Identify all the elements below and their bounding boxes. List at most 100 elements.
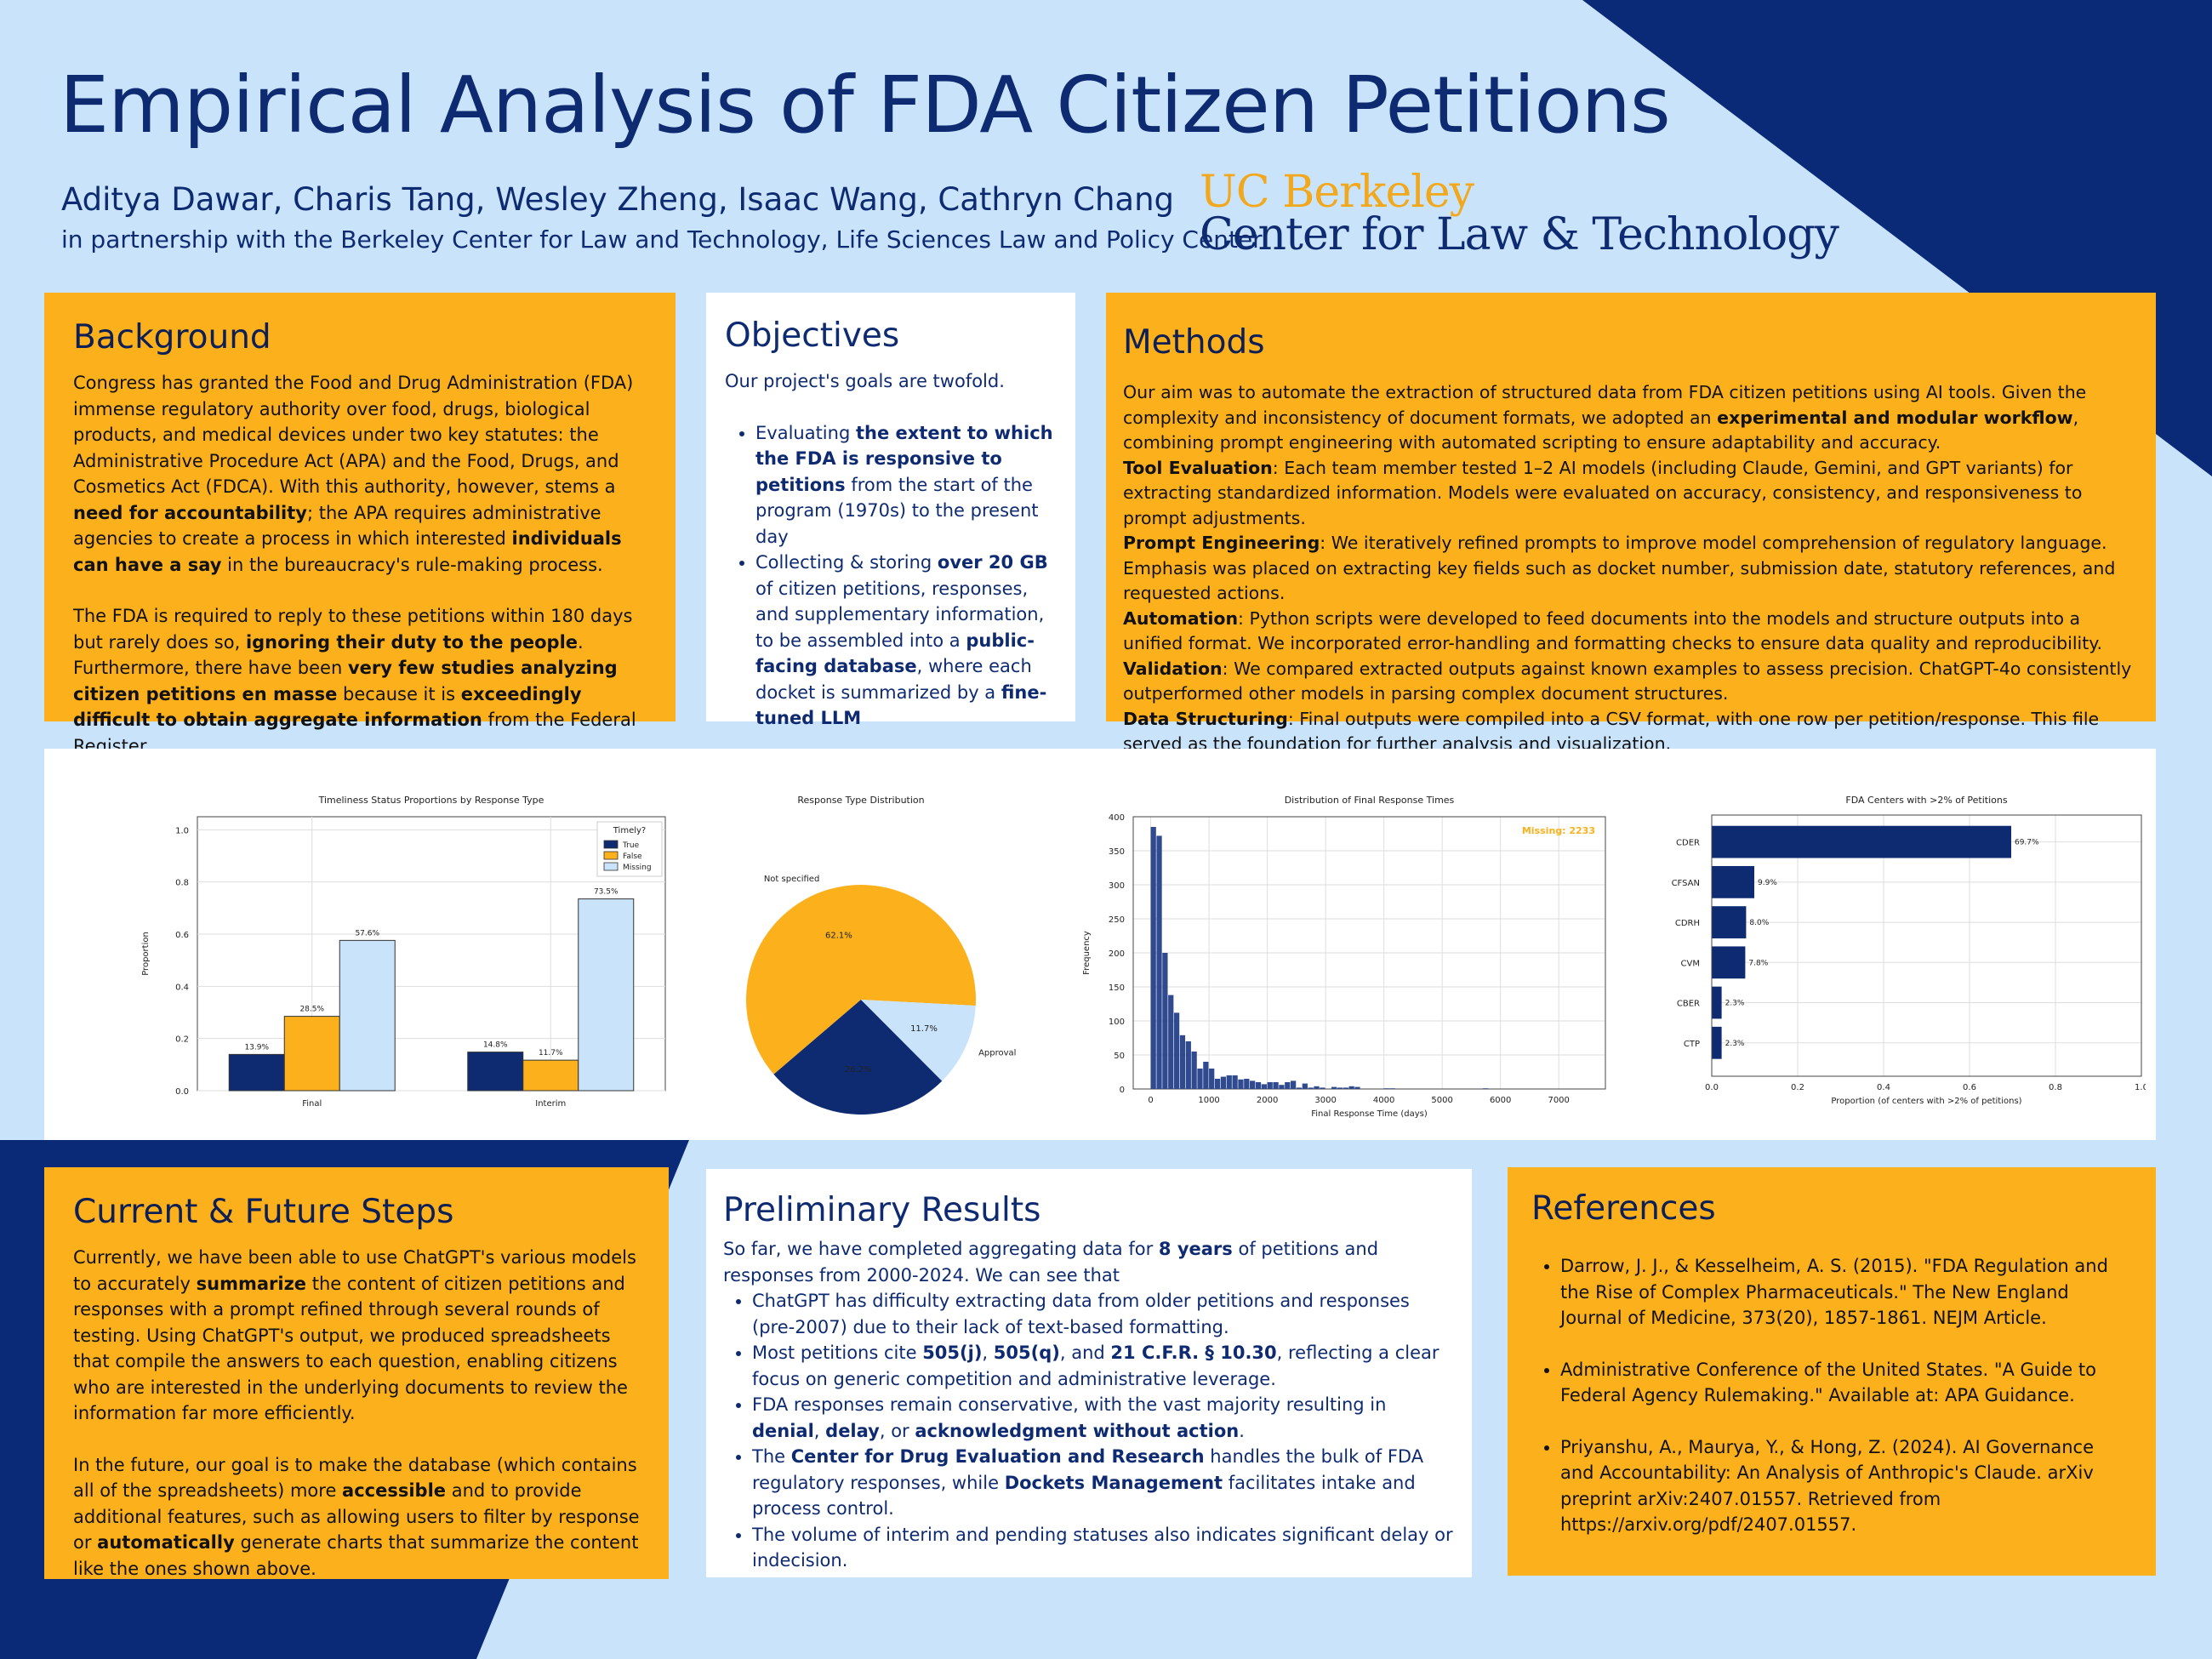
histogram-bar <box>1191 1052 1197 1089</box>
histogram-bar <box>1150 827 1156 1089</box>
methods-paragraph: Automation: Python scripts were develope… <box>1123 607 2103 654</box>
objectives-heading: Objectives <box>725 316 900 355</box>
bar <box>283 1016 340 1092</box>
y-tick-label: CDRH <box>1675 919 1700 928</box>
x-tick-label: 0.2 <box>1791 1083 1804 1092</box>
legend-swatch <box>603 851 619 860</box>
bar-value-label: 9.9% <box>1758 879 1777 887</box>
result-item: ChatGPT has difficulty extracting data f… <box>752 1288 1455 1340</box>
bar-value-label: 28.5% <box>299 1006 324 1014</box>
chart-strip: Timeliness Status Proportions by Respons… <box>44 749 2156 1140</box>
reference-item: Darrow, J. J., & Kesselheim, A. S. (2015… <box>1560 1253 2132 1331</box>
pie-pct-label: 62.1% <box>825 931 852 940</box>
response-type-pie: Response Type Distribution 62.1% Not speci… <box>746 795 1016 1115</box>
pie-pct-label: 11.7% <box>910 1024 938 1034</box>
references-heading: References <box>1531 1189 1716 1228</box>
pie-category-label: Approval <box>978 1049 1016 1058</box>
x-tick-label: 0.4 <box>1877 1083 1890 1092</box>
y-tick-label: 400 <box>1109 813 1125 823</box>
x-axis-label: Final Response Time (days) <box>1311 1109 1428 1119</box>
y-tick-label: 100 <box>1109 1018 1125 1027</box>
bar-value-label: 2.3% <box>1725 1040 1745 1048</box>
histogram-bar <box>1185 1041 1191 1089</box>
histogram-bar <box>1214 1079 1221 1089</box>
methods-paragraph: Tool Evaluation: Each team member tested… <box>1123 457 2083 528</box>
x-tick-label: 3000 <box>1314 1096 1336 1105</box>
berkeley-logo-line1: UC Berkeley <box>1200 167 1474 218</box>
histogram-bar <box>1250 1080 1256 1089</box>
result-item: The volume of interim and pending status… <box>752 1522 1455 1574</box>
result-item: Most petitions cite 505(j), 505(q), and … <box>752 1340 1455 1392</box>
author-list: Aditya Dawar, Charis Tang, Wesley Zheng,… <box>61 181 1175 218</box>
pie-pct-label: 26.2% <box>845 1065 872 1075</box>
histogram-bar <box>1238 1079 1244 1089</box>
bar-value-label: 11.7% <box>539 1049 563 1058</box>
x-tick-label: 0.0 <box>1705 1083 1719 1092</box>
background-panel: Background Congress has granted the Food… <box>44 293 676 756</box>
results-panel: Preliminary Results So far, we have comp… <box>706 1169 1472 1577</box>
histogram-bar <box>1354 1086 1360 1089</box>
plot-frame <box>1132 816 1606 1090</box>
legend-swatch <box>603 840 619 849</box>
response-time-histogram: Distribution of Final Response Times 0 50 1… <box>1082 795 1606 1119</box>
bar <box>1712 1026 1722 1059</box>
references-panel: References Darrow, J. J., & Kesselheim, … <box>1508 1167 2156 1576</box>
y-tick-label: 1.0 <box>175 826 189 835</box>
x-tick-label: 7000 <box>1548 1096 1569 1105</box>
histogram-bar <box>1197 1069 1203 1089</box>
bar <box>1712 986 1722 1019</box>
histogram-bar <box>1203 1062 1209 1089</box>
x-tick-label: Final <box>302 1099 322 1109</box>
bar <box>1712 825 2011 858</box>
timeliness-chart: Timeliness Status Proportions by Respons… <box>141 795 666 1109</box>
histogram-bar <box>1232 1075 1238 1089</box>
histogram-bar <box>1220 1076 1227 1089</box>
histogram-bar <box>1308 1087 1314 1089</box>
histogram-bar <box>1162 953 1168 1089</box>
x-tick-label: 2000 <box>1257 1096 1278 1105</box>
objectives-list: Evaluating the extent to which the FDA i… <box>725 420 1057 732</box>
histogram-bar <box>1179 1035 1186 1089</box>
y-tick-label: 250 <box>1109 915 1125 925</box>
reference-link[interactable]: https://arxiv.org/pdf/2407.01557 <box>1560 1514 1851 1535</box>
methods-paragraph: Validation: We compared extracted output… <box>1123 658 2132 704</box>
objectives-panel: Objectives Our project's goals are twofo… <box>706 293 1075 728</box>
chart-title: Distribution of Final Response Times <box>1285 795 1455 806</box>
y-tick-label: CFSAN <box>1672 879 1700 888</box>
histogram-bar <box>1273 1082 1279 1089</box>
plot-frame <box>1711 814 2142 1077</box>
methods-paragraph: Our aim was to automate the extraction o… <box>1123 382 2087 453</box>
missing-annotation: Missing: 2233 <box>1522 825 1595 836</box>
histogram-bar <box>1343 1087 1348 1089</box>
y-axis-label: Proportion <box>141 932 151 976</box>
legend-label: Missing <box>623 864 652 872</box>
bar <box>467 1052 524 1092</box>
chart-title: FDA Centers with >2% of Petitions <box>1845 795 2007 806</box>
bar <box>1712 865 1754 898</box>
partnership-line: in partnership with the Berkeley Center … <box>61 225 1263 254</box>
reference-item: Administrative Conference of the United … <box>1560 1357 2132 1409</box>
histogram-bar <box>1156 835 1162 1089</box>
x-tick-label: Interim <box>535 1099 566 1109</box>
histogram-bar <box>1267 1082 1273 1089</box>
background-paragraph-2: The FDA is required to reply to these pe… <box>73 606 636 756</box>
bar <box>522 1059 579 1092</box>
histogram-bar <box>1244 1079 1250 1089</box>
y-tick-label: 0.4 <box>175 983 189 992</box>
references-list: Darrow, J. J., & Kesselheim, A. S. (2015… <box>1531 1253 2132 1538</box>
objective-item: Evaluating the extent to which the FDA i… <box>755 420 1057 550</box>
future-paragraph-1: Currently, we have been able to use Chat… <box>73 1247 636 1423</box>
y-tick-label: CVM <box>1681 959 1700 968</box>
histogram-bar <box>1314 1086 1320 1089</box>
histogram-bar <box>1331 1086 1337 1089</box>
background-paragraph-1: Congress has granted the Food and Drug A… <box>73 373 634 575</box>
bar-value-label: 8.0% <box>1749 919 1769 927</box>
background-heading: Background <box>73 318 271 356</box>
methods-heading: Methods <box>1123 323 1265 362</box>
future-steps-panel: Current & Future Steps Currently, we hav… <box>44 1167 669 1579</box>
bar <box>228 1053 285 1092</box>
methods-panel: Methods Our aim was to automate the extr… <box>1106 293 2156 754</box>
y-tick-label: 50 <box>1114 1052 1125 1061</box>
x-axis-label: Proportion (of centers with >2% of petit… <box>1831 1097 2021 1106</box>
x-tick-label: 1000 <box>1198 1096 1219 1105</box>
